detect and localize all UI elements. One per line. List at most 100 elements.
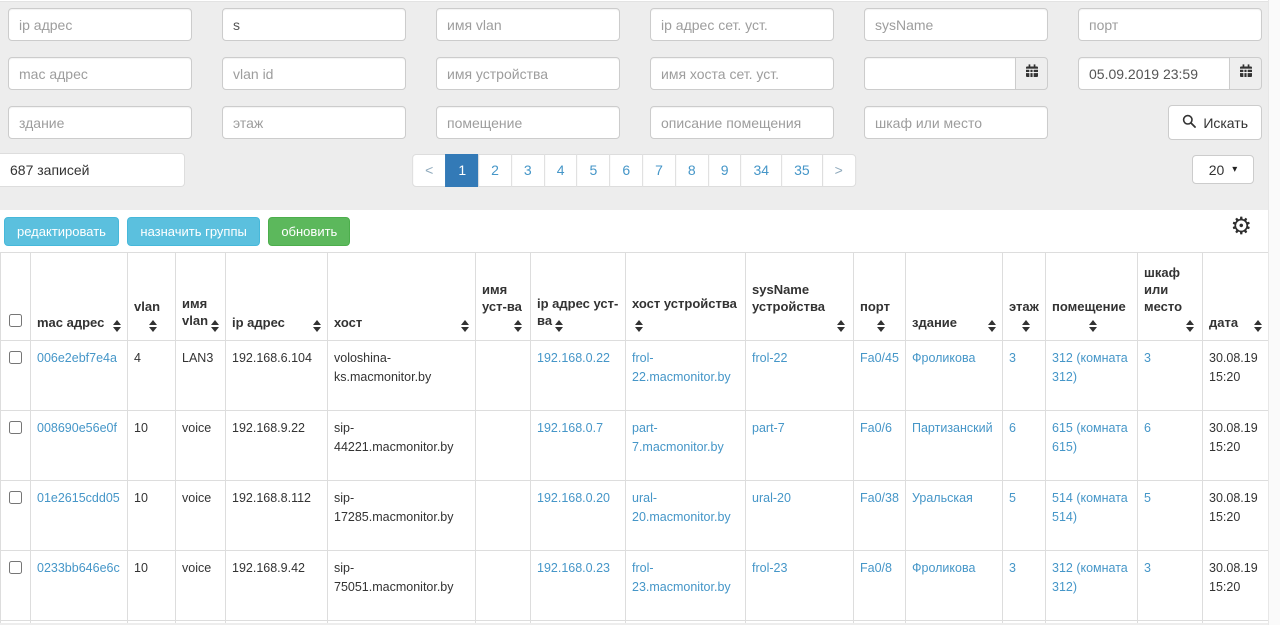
- link-room[interactable]: 514 (комната 514): [1052, 491, 1128, 525]
- filter-mac-address-input[interactable]: [8, 57, 192, 90]
- sort-icon[interactable]: [635, 320, 643, 332]
- link-port[interactable]: Fa0/8: [860, 561, 892, 575]
- page-size-select[interactable]: 20 ▾: [1192, 155, 1254, 184]
- link-building[interactable]: Фроликова: [912, 351, 976, 365]
- date-from-input[interactable]: [864, 57, 1015, 90]
- sort-icon[interactable]: [837, 320, 845, 332]
- sort-icon[interactable]: [1254, 320, 1262, 332]
- link-place[interactable]: 3: [1144, 351, 1151, 365]
- link-port[interactable]: Fa0/45: [860, 351, 899, 365]
- sort-icon[interactable]: [1089, 320, 1097, 332]
- pagination-page-6[interactable]: 6: [609, 154, 644, 187]
- column-header-place[interactable]: шкаф или место: [1137, 252, 1203, 341]
- link-sysname[interactable]: frol-23: [752, 561, 788, 575]
- column-header-host[interactable]: хост: [327, 252, 476, 341]
- sort-icon[interactable]: [1186, 320, 1194, 332]
- pagination-page-2[interactable]: 2: [478, 154, 512, 187]
- link-dev_host[interactable]: frol-22.macmonitor.by: [632, 351, 731, 385]
- column-header-room[interactable]: помещение: [1045, 252, 1138, 341]
- column-header-ip[interactable]: ip адрес: [225, 252, 328, 341]
- search-button[interactable]: Искать: [1168, 105, 1262, 140]
- link-dev_host[interactable]: frol-23.macmonitor.by: [632, 561, 731, 595]
- link-mac[interactable]: 006e2ebf7e4a: [37, 351, 117, 365]
- column-header-floor[interactable]: этаж: [1002, 252, 1046, 341]
- link-place[interactable]: 5: [1144, 491, 1151, 505]
- link-dev_host[interactable]: ural-20.macmonitor.by: [632, 491, 731, 525]
- column-header-sysname[interactable]: sysName устройства: [745, 252, 854, 341]
- assign-groups-button[interactable]: назначить группы: [127, 217, 260, 246]
- pagination-next[interactable]: >: [821, 154, 856, 187]
- filter-vlan-id-input[interactable]: [222, 57, 406, 90]
- link-sysname[interactable]: frol-22: [752, 351, 788, 365]
- link-place[interactable]: 6: [1144, 421, 1151, 435]
- sort-icon[interactable]: [988, 320, 996, 332]
- filter-building-input[interactable]: [8, 106, 192, 139]
- pagination-page-5[interactable]: 5: [576, 154, 611, 187]
- link-building[interactable]: Фроликова: [912, 561, 976, 575]
- pagination-page-35[interactable]: 35: [781, 154, 823, 187]
- pagination-prev[interactable]: <: [412, 154, 447, 187]
- filter-ip-address-input[interactable]: [8, 8, 192, 41]
- column-header-dev_host[interactable]: хост устройства: [625, 252, 746, 341]
- column-header-date[interactable]: дата: [1202, 252, 1268, 341]
- link-port[interactable]: Fa0/38: [860, 491, 899, 505]
- link-sysname[interactable]: part-7: [752, 421, 785, 435]
- pagination-page-34[interactable]: 34: [740, 154, 783, 187]
- filter-floor-input[interactable]: [222, 106, 406, 139]
- link-dev_ip[interactable]: 192.168.0.7: [537, 421, 604, 435]
- date-from-calendar-button[interactable]: [1015, 57, 1048, 90]
- link-floor[interactable]: 6: [1009, 421, 1016, 435]
- link-room[interactable]: 312 (комната 312): [1052, 561, 1128, 595]
- select-all-checkbox[interactable]: [9, 314, 22, 328]
- filter-host-input[interactable]: [222, 8, 406, 41]
- link-room[interactable]: 615 (комната 615): [1052, 421, 1128, 455]
- row-checkbox[interactable]: [9, 421, 22, 434]
- column-header-port[interactable]: порт: [853, 252, 906, 341]
- sort-icon[interactable]: [1021, 320, 1030, 332]
- filter-device-name-input[interactable]: [436, 57, 620, 90]
- date-to-calendar-button[interactable]: [1229, 57, 1262, 90]
- row-checkbox[interactable]: [9, 491, 22, 504]
- link-room[interactable]: 312 (комната 312): [1052, 351, 1128, 385]
- row-checkbox[interactable]: [9, 561, 22, 574]
- pagination-page-8[interactable]: 8: [674, 154, 709, 187]
- column-header-vlan_name[interactable]: имя vlan: [175, 252, 226, 341]
- filter-sysname-input[interactable]: [864, 8, 1048, 41]
- filter-room-description-input[interactable]: [650, 106, 834, 139]
- sort-icon[interactable]: [555, 320, 564, 332]
- filter-port-input[interactable]: [1078, 8, 1262, 41]
- link-mac[interactable]: 01e2615cdd05: [37, 491, 120, 505]
- date-to-input[interactable]: [1078, 57, 1229, 90]
- filter-network-device-hostname-input[interactable]: [650, 57, 834, 90]
- column-header-dev_name[interactable]: имя уст-ва: [475, 252, 531, 341]
- filter-network-device-ip-input[interactable]: [650, 8, 834, 41]
- column-header-building[interactable]: здание: [905, 252, 1003, 341]
- link-floor[interactable]: 3: [1009, 351, 1016, 365]
- sort-icon[interactable]: [149, 320, 157, 332]
- sort-icon[interactable]: [461, 320, 469, 332]
- sort-icon[interactable]: [514, 320, 522, 332]
- column-header-dev_ip[interactable]: ip адрес уст-ва: [530, 252, 626, 341]
- filter-vlan-name-input[interactable]: [436, 8, 620, 41]
- link-dev_ip[interactable]: 192.168.0.22: [537, 351, 610, 365]
- link-floor[interactable]: 3: [1009, 561, 1016, 575]
- link-dev_ip[interactable]: 192.168.0.20: [537, 491, 610, 505]
- sort-icon[interactable]: [313, 320, 321, 332]
- pagination-page-4[interactable]: 4: [543, 154, 578, 187]
- link-mac[interactable]: 008690e56e0f: [37, 421, 117, 435]
- pagination-page-9[interactable]: 9: [707, 154, 742, 187]
- link-building[interactable]: Уральская: [912, 491, 973, 505]
- link-sysname[interactable]: ural-20: [752, 491, 791, 505]
- sort-icon[interactable]: [113, 320, 121, 332]
- pagination-page-1[interactable]: 1: [445, 154, 480, 187]
- link-floor[interactable]: 5: [1009, 491, 1016, 505]
- edit-button[interactable]: редактировать: [4, 217, 119, 246]
- page-scrollbar[interactable]: [1268, 0, 1280, 625]
- link-place[interactable]: 3: [1144, 561, 1151, 575]
- filter-rack-or-place-input[interactable]: [864, 106, 1048, 139]
- pagination-page-7[interactable]: 7: [642, 154, 676, 187]
- sort-icon[interactable]: [877, 320, 885, 332]
- pagination-page-3[interactable]: 3: [510, 154, 545, 187]
- link-dev_host[interactable]: part-7.macmonitor.by: [632, 421, 724, 455]
- refresh-button[interactable]: обновить: [268, 217, 351, 246]
